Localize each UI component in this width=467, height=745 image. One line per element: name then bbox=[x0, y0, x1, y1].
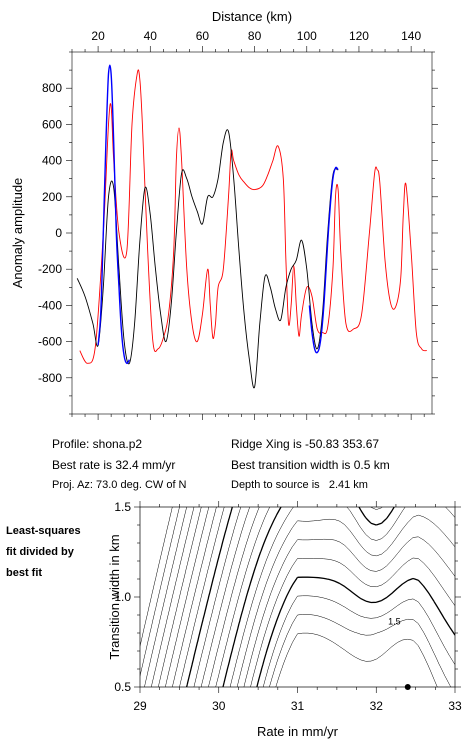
contour-line bbox=[165, 507, 210, 687]
y-tick-label: -200 bbox=[38, 262, 62, 276]
x-tick-label: 100 bbox=[297, 29, 317, 43]
contour-line bbox=[275, 632, 438, 687]
rate-tick-label: 31 bbox=[291, 699, 305, 713]
misfit-caption-line-1: Least-squares bbox=[6, 525, 81, 537]
best-fit-point bbox=[404, 684, 411, 690]
best-rate-label: Best rate is 32.4 mm/yr bbox=[52, 458, 176, 472]
series-fit_window-line-3 bbox=[308, 166, 339, 354]
depth-to-source-label: Depth to source is 2.41 km bbox=[231, 479, 368, 491]
contour-line bbox=[193, 507, 242, 687]
y-tick-label: -600 bbox=[38, 335, 62, 349]
contour-line bbox=[140, 507, 173, 647]
contour-line bbox=[185, 507, 233, 687]
series-fit_window-line-2 bbox=[97, 64, 131, 365]
width-axis-title: Transition width in km bbox=[107, 534, 122, 659]
rate-tick-label: 29 bbox=[133, 699, 147, 713]
contour-value-label: 1.5 bbox=[388, 616, 401, 626]
misfit-caption-line-2: fit divided by bbox=[6, 546, 74, 558]
x-tick-label: 80 bbox=[248, 29, 262, 43]
contour-line bbox=[243, 536, 455, 687]
best-width-label: Best transition width is 0.5 km bbox=[231, 458, 390, 472]
profile-frame bbox=[71, 51, 433, 415]
misfit-caption: Least-squares fit divided by best fit bbox=[6, 521, 81, 584]
x-tick-label: 60 bbox=[196, 29, 210, 43]
y-tick-label: 200 bbox=[42, 190, 62, 204]
contour-line bbox=[200, 507, 250, 687]
y-tick-label: -400 bbox=[38, 298, 62, 312]
contour-line bbox=[222, 507, 395, 687]
series-model-line-0 bbox=[79, 69, 427, 364]
y-tick-label: 800 bbox=[42, 81, 62, 95]
contour-line bbox=[158, 507, 202, 687]
contour-line bbox=[172, 507, 217, 687]
y-tick-label: 600 bbox=[42, 117, 62, 131]
rate-tick-label: 32 bbox=[370, 699, 384, 713]
rate-tick-label: 30 bbox=[212, 699, 226, 713]
x-tick-label: 20 bbox=[91, 29, 105, 43]
rate-axis-title: Rate in mm/yr bbox=[257, 724, 339, 739]
profile-label: Profile: shona.p2 bbox=[52, 437, 143, 451]
ridge-crossing-label: Ridge Xing is -50.83 353.67 bbox=[231, 437, 380, 451]
width-tick-label: 1.0 bbox=[114, 590, 131, 604]
contour-line bbox=[215, 507, 383, 687]
contour-line bbox=[250, 557, 455, 687]
y-tick-label: 400 bbox=[42, 154, 62, 168]
projection-azimuth-label: Proj. Az: 73.0 deg. CW of N bbox=[52, 479, 187, 491]
contour-line bbox=[236, 514, 455, 687]
x-tick-label: 140 bbox=[401, 29, 421, 43]
series-observed-line-1 bbox=[76, 129, 339, 389]
misfit-caption-line-3: best fit bbox=[6, 567, 43, 579]
contour-line bbox=[208, 507, 260, 687]
contour-line bbox=[144, 507, 187, 687]
contour-line bbox=[256, 576, 455, 687]
width-tick-label: 1.5 bbox=[114, 500, 131, 514]
width-tick-label: 0.5 bbox=[114, 680, 131, 694]
x-tick-label: 120 bbox=[349, 29, 369, 43]
contour-line bbox=[229, 507, 455, 687]
rate-tick-label: 33 bbox=[448, 699, 462, 713]
contour-line bbox=[262, 595, 455, 687]
y-tick-label: -800 bbox=[38, 371, 62, 385]
y-axis-title: Anomaly amplitude bbox=[10, 178, 25, 289]
x-tick-label: 40 bbox=[144, 29, 158, 43]
contour-line bbox=[151, 507, 195, 687]
y-tick-label: 0 bbox=[55, 226, 62, 240]
contour-line bbox=[179, 507, 225, 687]
x-axis-title: Distance (km) bbox=[212, 9, 292, 24]
contour-lines bbox=[140, 507, 455, 687]
contour-line bbox=[269, 614, 452, 687]
